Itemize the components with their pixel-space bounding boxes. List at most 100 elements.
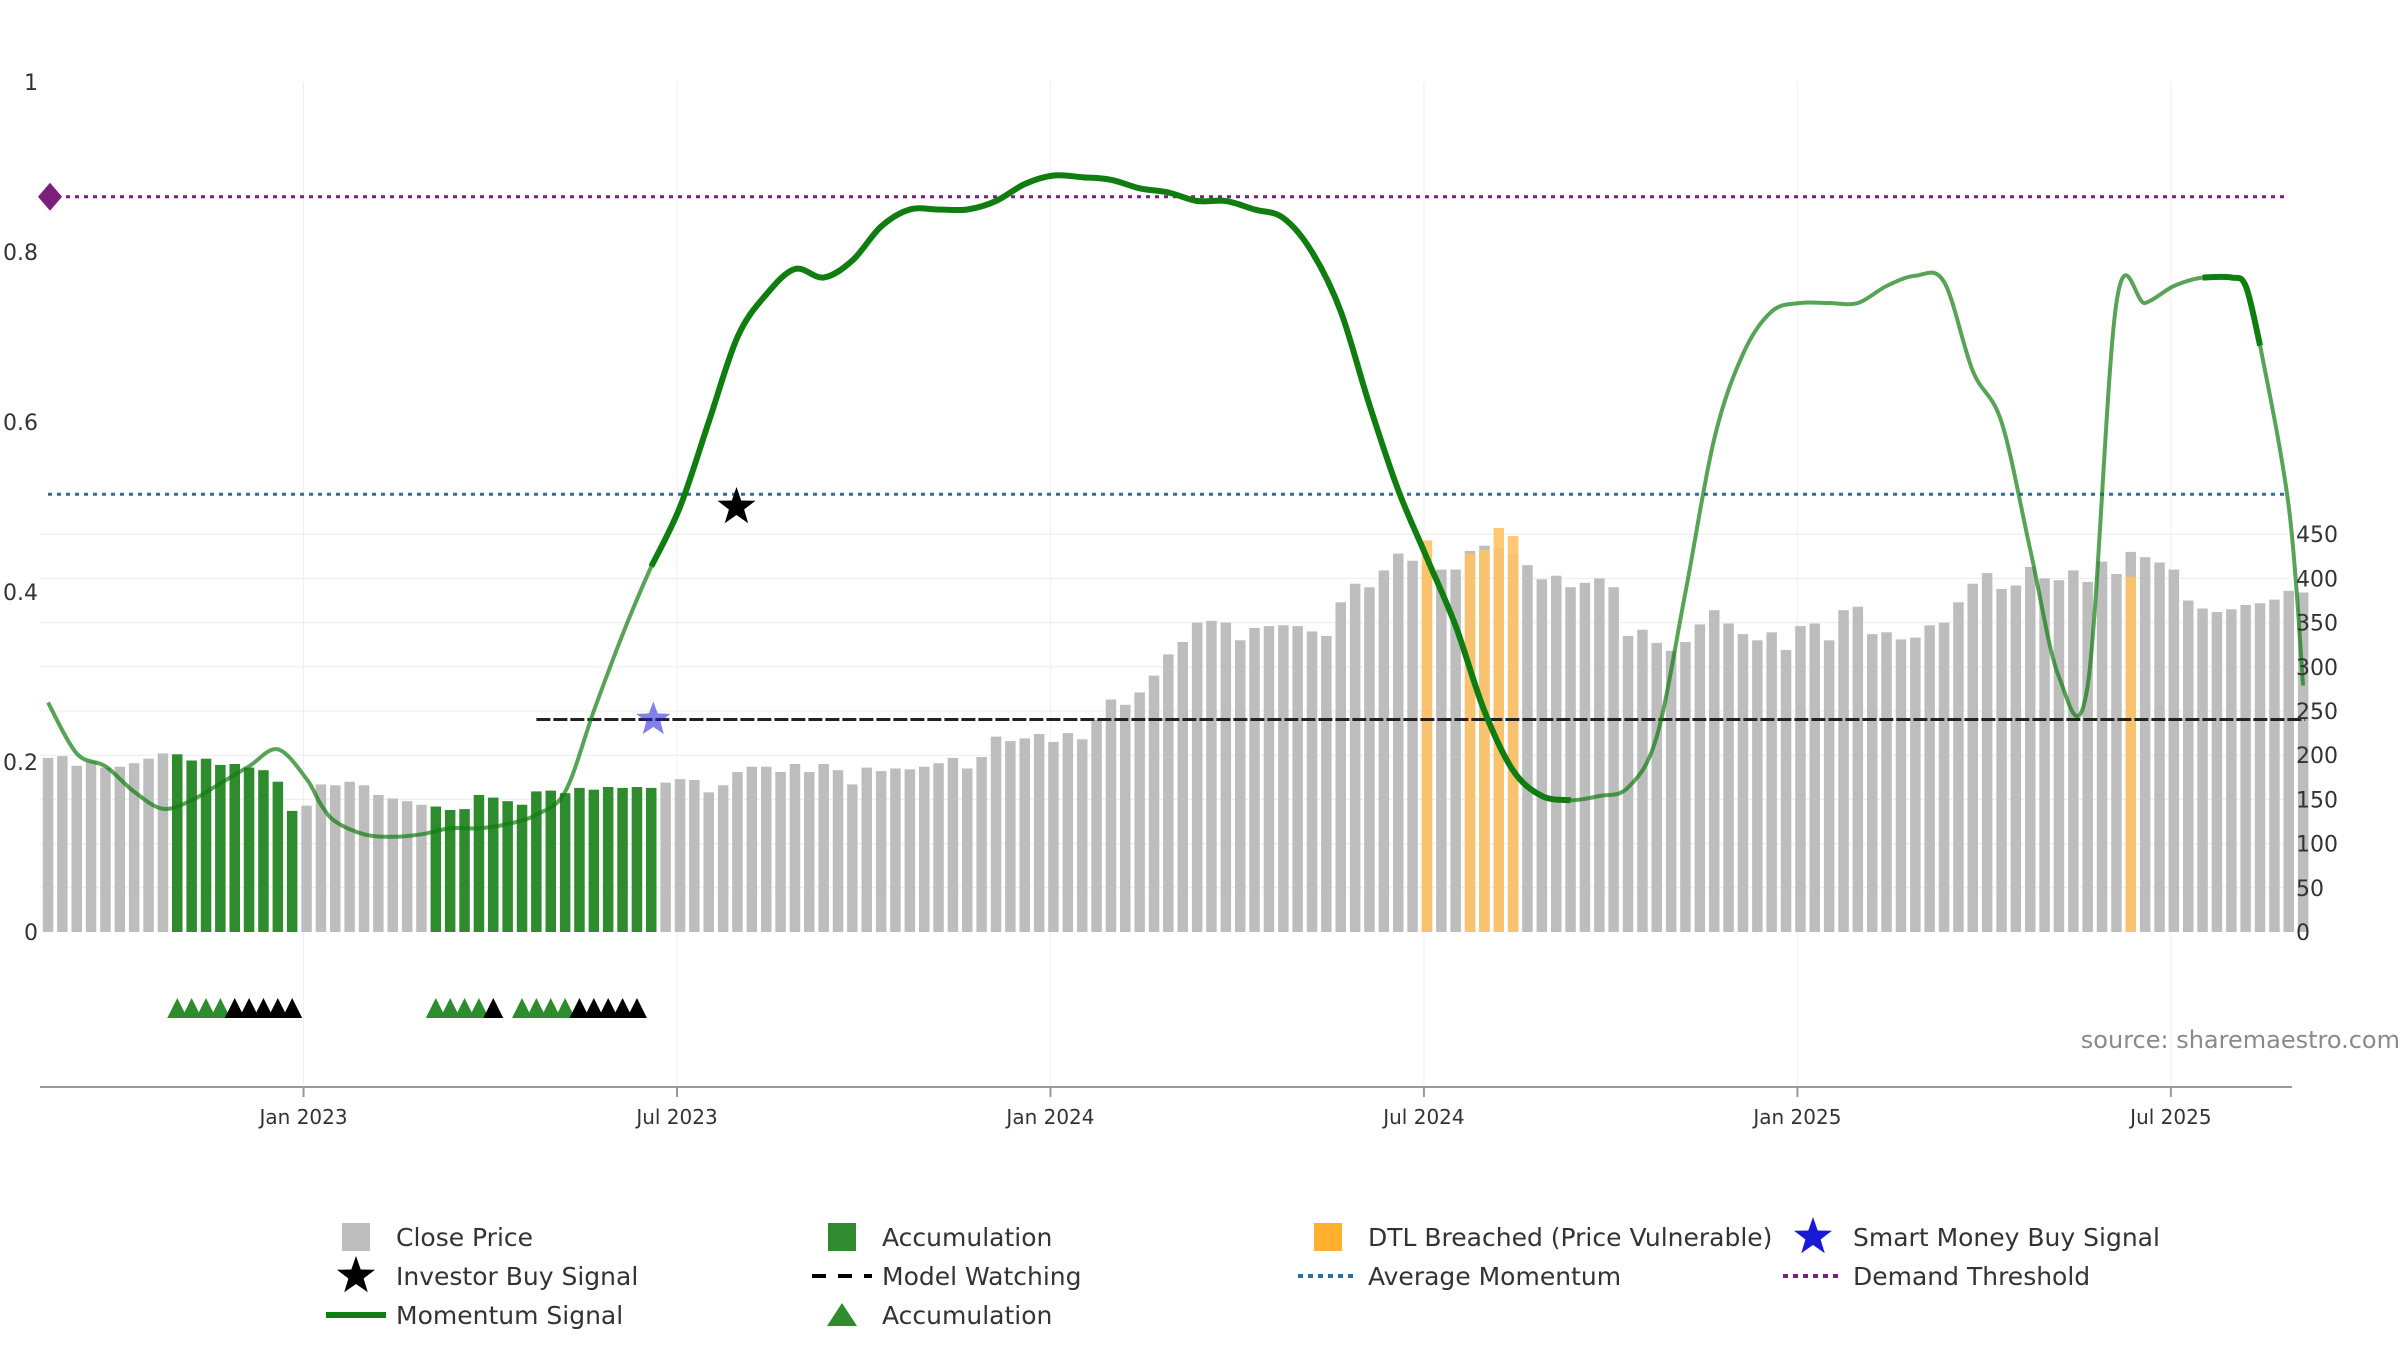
- legend-item: Momentum Signal: [326, 1301, 623, 1330]
- price-bar: [933, 763, 944, 932]
- close-price-swatch: [342, 1223, 370, 1251]
- price-bar: [1565, 587, 1576, 932]
- left-axis-tick: 0: [24, 921, 38, 946]
- accumulation-bar: [574, 787, 585, 932]
- price-bar: [1823, 640, 1835, 932]
- accumulation-bar: [243, 767, 255, 932]
- price-bar: [1091, 719, 1102, 932]
- price-bar: [1895, 639, 1907, 932]
- price-bar: [2254, 603, 2266, 932]
- x-axis-tick-label: Jul 2024: [1381, 1105, 1464, 1129]
- x-axis-tick-label: Jul 2023: [634, 1105, 717, 1129]
- price-bar: [1206, 620, 1217, 932]
- price-bar: [674, 779, 686, 932]
- price-bar: [1579, 582, 1591, 932]
- dtl-breached-bar: [1479, 550, 1490, 932]
- left-axis-tick: 0.4: [3, 581, 38, 606]
- price-bar: [1191, 622, 1203, 932]
- accumulation-bar: [258, 770, 269, 932]
- price-bar: [2283, 590, 2294, 932]
- price-bar: [1737, 634, 1749, 932]
- price-bar: [2039, 578, 2050, 932]
- price-bar: [1450, 569, 1461, 932]
- price-bar: [301, 805, 312, 932]
- price-bar: [1996, 589, 2007, 932]
- accumulation-bar: [617, 787, 628, 932]
- price-bar: [1852, 606, 1864, 932]
- investor-star-icon: [337, 1256, 375, 1293]
- accumulation-bar: [172, 754, 183, 932]
- price-bar: [1364, 587, 1375, 932]
- price-bar: [976, 757, 987, 932]
- right-axis: 0 50 100 150 200 250 300 350 400 450: [2296, 523, 2338, 946]
- price-bar: [1522, 565, 1533, 932]
- right-axis-tick: 100: [2296, 833, 2338, 858]
- price-bar: [1062, 733, 1074, 932]
- price-bar: [1551, 575, 1562, 932]
- price-bar: [847, 784, 858, 932]
- price-bar: [1220, 622, 1232, 932]
- right-axis-tick: 350: [2296, 612, 2338, 637]
- accumulation-triangle: [540, 998, 561, 1018]
- watch-triangle: [239, 998, 260, 1018]
- price-bar: [100, 767, 111, 932]
- x-axis-tick-label: Jul 2025: [2128, 1105, 2211, 1129]
- price-bar: [143, 758, 154, 932]
- price-bar: [1005, 741, 1016, 932]
- price-bar: [114, 766, 126, 932]
- watch-triangle: [612, 998, 633, 1018]
- legend-label: Average Momentum: [1368, 1262, 1621, 1291]
- legend-label: Demand Threshold: [1853, 1262, 2090, 1291]
- price-bar: [919, 766, 930, 932]
- price-bar: [1177, 642, 1188, 932]
- price-bar: [1809, 623, 1820, 932]
- price-bar: [315, 784, 327, 932]
- accumulation-bar: [459, 809, 470, 932]
- price-bar: [1349, 583, 1361, 932]
- signal-lines: [46, 172, 2306, 839]
- dtl-breached-bar: [1421, 540, 1433, 932]
- price-bar: [1637, 629, 1648, 932]
- price-bar: [904, 769, 916, 932]
- price-bar: [804, 772, 815, 932]
- signal-markers: [38, 182, 756, 735]
- price-bar: [1924, 625, 1935, 932]
- price-bar: [1622, 635, 1634, 932]
- dtl-breached-bar: [1464, 553, 1476, 932]
- accumulation-bar: [646, 787, 657, 932]
- price-bar: [1335, 602, 1346, 932]
- price-bar: [1263, 626, 1275, 932]
- accumulation-triangle: [210, 998, 231, 1018]
- price-bar: [387, 798, 398, 932]
- price-bar: [875, 771, 887, 932]
- legend-label: Model Watching: [882, 1262, 1082, 1291]
- price-bar: [1393, 553, 1404, 932]
- price-bar: [344, 781, 355, 932]
- accumulation-bar: [215, 764, 226, 932]
- price-bar: [1594, 578, 1605, 932]
- price-bar: [732, 772, 743, 932]
- price-bar: [761, 766, 772, 932]
- price-bar: [2297, 592, 2309, 932]
- momentum-signal-line: [46, 173, 2306, 839]
- price-bar: [1780, 650, 1792, 932]
- accumulation-bar: [488, 797, 499, 932]
- left-axis-tick: 1: [24, 71, 38, 96]
- legend-item: Investor Buy Signal: [337, 1256, 638, 1293]
- price-bar: [1306, 631, 1318, 932]
- price-bar: [1120, 704, 1131, 932]
- price-bar: [1278, 625, 1289, 932]
- watch-triangle: [569, 998, 590, 1018]
- price-bar: [42, 757, 54, 932]
- price-bar: [1752, 640, 1763, 932]
- price-bar: [1938, 622, 1950, 932]
- right-axis-tick: 50: [2296, 877, 2324, 902]
- price-bar: [2168, 569, 2180, 932]
- price-bar: [1953, 602, 1964, 932]
- price-bar: [1321, 635, 1332, 932]
- price-bar: [2240, 604, 2251, 932]
- accumulation-bar: [588, 789, 600, 932]
- price-bar: [57, 756, 68, 932]
- legend-label: Close Price: [396, 1223, 533, 1252]
- accumulation-triangle: [181, 998, 202, 1018]
